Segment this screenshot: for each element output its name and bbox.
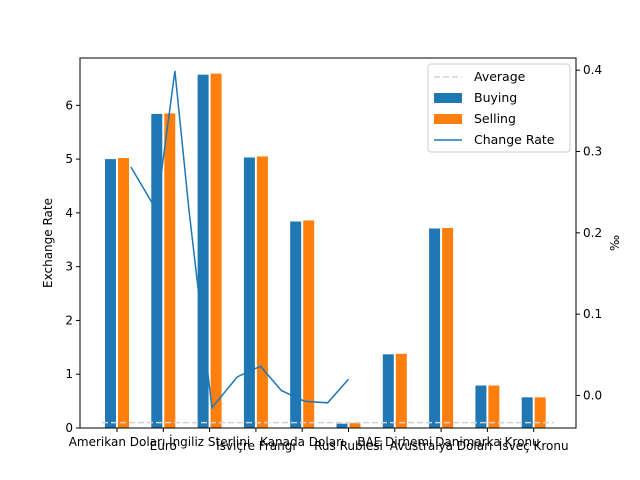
bar-selling-7 [442,227,454,428]
legend-swatch-buying [434,93,462,103]
plot-frame [79,57,577,429]
change-rate-line [130,70,350,410]
bar-buying-1 [151,113,163,428]
bar-selling-4 [303,220,315,428]
right-tick-label-2: 0.2 [583,226,602,240]
left-tick-label-2: 2 [65,313,73,327]
right-tick-label-1: 0.1 [583,307,602,321]
legend-box [427,63,571,153]
left-tick-label-6: 6 [65,98,73,112]
bar-selling-8 [488,385,500,428]
y-axis-label: Exchange Rate [41,198,55,288]
bar-selling-9 [534,397,546,428]
bar-selling-1 [164,113,176,428]
bar-buying-3 [243,157,255,428]
bar-selling-6 [395,353,407,428]
x-tick-label-2: İngiliz Sterlini [169,434,250,449]
legend-label-buying: Buying [474,90,517,105]
bar-buying-4 [290,221,302,428]
plot-area [79,57,577,429]
legend-label-selling: Selling [474,111,516,126]
legend-swatch-selling [434,114,462,124]
bar-selling-5 [349,423,361,428]
bar-buying-9 [521,397,533,428]
bar-buying-5 [336,423,348,428]
x-tick-label-8: Danimarka Kronu [435,435,540,449]
x-tick-label-5: Rus Rublesi [314,439,383,453]
legend-label-average: Average [474,69,526,84]
left-tick-label-3: 3 [65,260,73,274]
bar-buying-8 [475,385,487,428]
x-tick-label-6: BAE Dirhemi [357,435,432,449]
x-tick-label-1: Euro [150,439,177,453]
x-tick-label-0: Amerikan Doları [69,435,166,449]
right-tick-label-3: 0.3 [583,145,602,159]
legend-label-change-rate: Change Rate [474,132,555,147]
bar-buying-2 [197,74,209,428]
right-y-axis: 0.0 0.1 0.2 0.3 0.4 [576,63,602,402]
bar-buying-7 [429,228,441,428]
right-y-axis-label: ‰ [608,235,622,251]
left-y-axis: 0 1 2 3 4 5 6 [65,98,80,435]
bar-selling-0 [118,158,129,429]
legend: Average Buying Selling Change Rate [427,63,571,153]
x-tick-label-4: Kanada Doları [260,435,344,449]
left-tick-label-0: 0 [65,421,73,435]
x-tick-label-3: İsviçre Frangı [216,438,296,453]
bar-buying-6 [382,354,394,428]
x-tick-label-9: İsveç Kronu [499,438,569,453]
bar-selling-3 [256,156,268,428]
right-tick-label-0: 0.0 [583,388,602,402]
left-tick-label-5: 5 [65,152,73,166]
bar-selling-2 [210,73,222,428]
right-tick-label-4: 0.4 [583,63,602,77]
left-tick-label-1: 1 [65,367,73,381]
bar-buying-0 [105,159,116,428]
x-tick-label-7: Avustralya Doları [390,439,493,453]
left-tick-label-4: 4 [65,206,73,220]
